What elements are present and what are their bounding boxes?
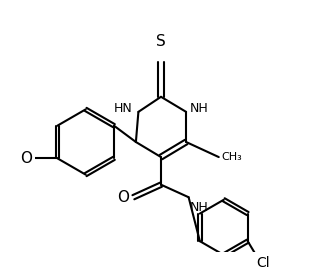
Text: NH: NH	[190, 201, 209, 214]
Text: O: O	[20, 151, 32, 166]
Text: CH₃: CH₃	[221, 152, 242, 162]
Text: NH: NH	[190, 102, 209, 115]
Text: Cl: Cl	[257, 256, 270, 270]
Text: HN: HN	[113, 102, 132, 115]
Text: O: O	[118, 190, 130, 205]
Text: S: S	[156, 34, 166, 49]
